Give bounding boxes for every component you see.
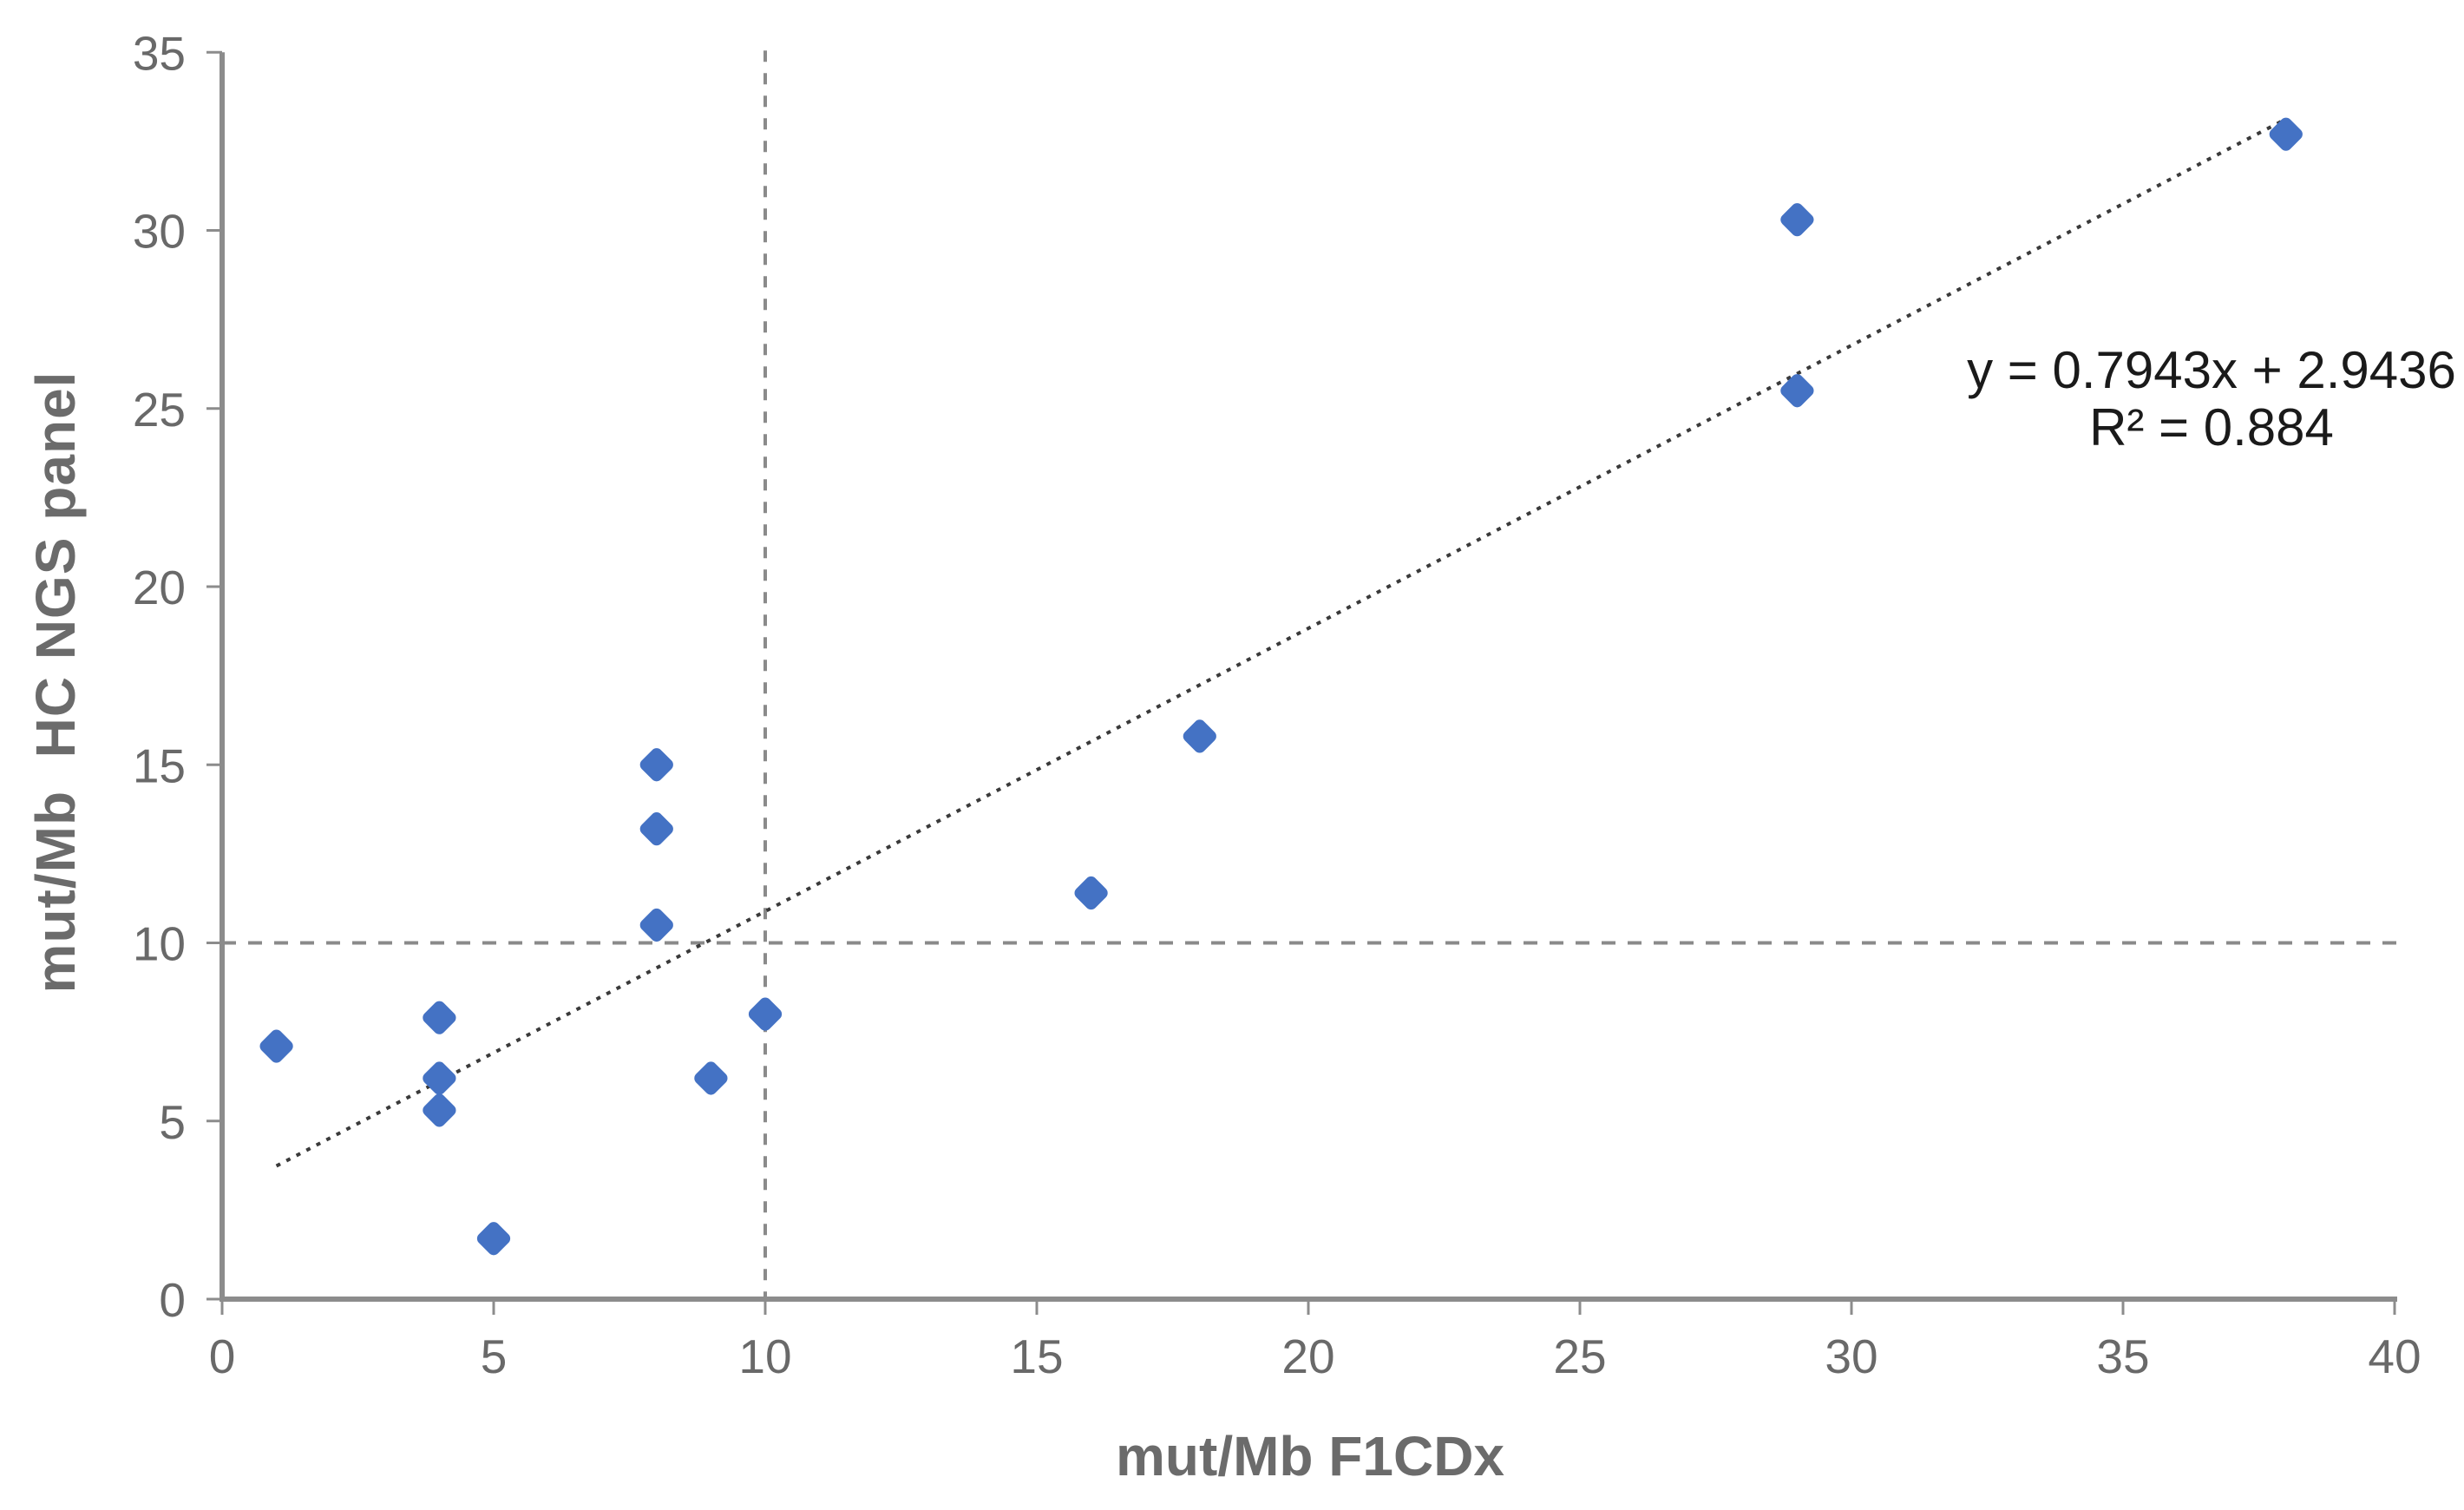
x-tick-label: 25 xyxy=(1553,1329,1606,1383)
y-tick-label: 20 xyxy=(133,561,186,614)
y-tick-label: 25 xyxy=(133,383,186,437)
x-tick-label: 40 xyxy=(2368,1329,2421,1383)
data-point xyxy=(423,1093,456,1127)
data-point xyxy=(1074,876,1108,910)
y-tick-label: 35 xyxy=(133,26,186,80)
data-point xyxy=(748,997,783,1031)
y-tick-label: 5 xyxy=(159,1095,186,1149)
trendline-annotation: y = 0.7943x + 2.9436 R² = 0.884 xyxy=(1967,342,2456,456)
data-point xyxy=(423,1061,456,1095)
y-tick-label: 0 xyxy=(159,1273,186,1327)
x-axis-title: mut/Mb F1CDx xyxy=(1116,1425,1504,1487)
data-point xyxy=(259,1029,293,1063)
data-point xyxy=(639,908,673,942)
y-axis-title: mut/Mb HC NGS panel xyxy=(24,371,87,994)
x-tick-label: 0 xyxy=(209,1329,236,1383)
data-point xyxy=(2269,117,2303,151)
data-point xyxy=(1780,374,1814,408)
data-point xyxy=(476,1222,511,1256)
y-tick-label: 10 xyxy=(133,917,186,971)
trendline-r-squared: R² = 0.884 xyxy=(2089,398,2334,456)
data-point xyxy=(1183,719,1216,753)
data-point xyxy=(639,748,673,782)
x-tick-label: 35 xyxy=(2096,1329,2149,1383)
data-point xyxy=(423,1001,456,1034)
y-tick-label: 15 xyxy=(133,739,186,792)
y-tick-label: 30 xyxy=(133,205,186,259)
x-tick-label: 10 xyxy=(738,1329,791,1383)
data-point xyxy=(694,1061,728,1095)
data-point xyxy=(1780,203,1814,237)
x-tick-label: 30 xyxy=(1825,1329,1877,1383)
trendline-equation: y = 0.7943x + 2.9436 xyxy=(1967,341,2456,399)
data-point xyxy=(639,812,673,846)
x-tick-label: 15 xyxy=(1010,1329,1063,1383)
trendline xyxy=(275,117,2287,1168)
x-tick-label: 20 xyxy=(1281,1329,1334,1383)
x-tick-label: 5 xyxy=(481,1329,508,1383)
